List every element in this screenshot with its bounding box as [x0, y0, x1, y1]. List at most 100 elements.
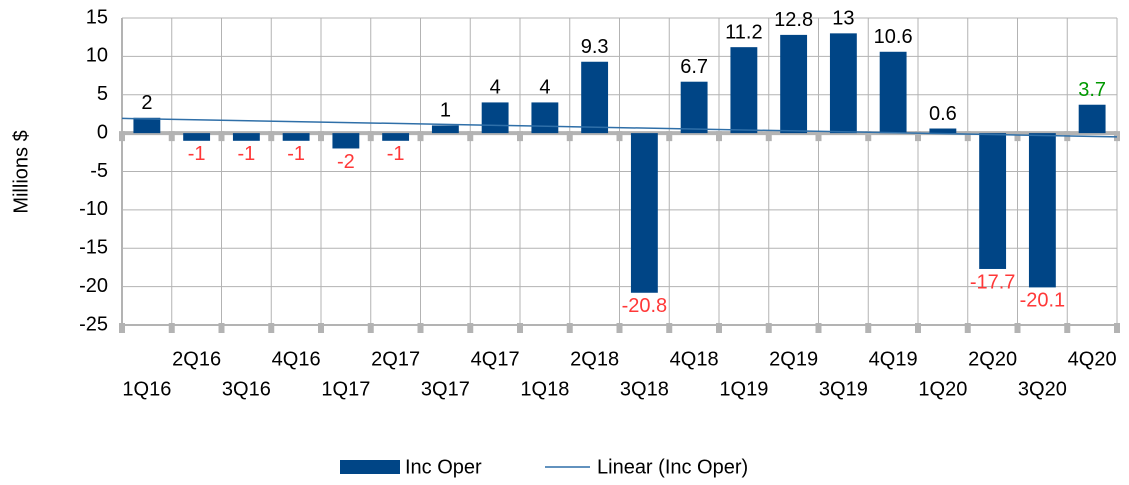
- y-tick-label: -25: [79, 313, 108, 335]
- value-label: 4: [490, 77, 501, 99]
- axis-tick: [1014, 131, 1021, 142]
- value-label: -20.1: [1020, 290, 1066, 312]
- value-label: 9.3: [581, 36, 609, 58]
- axis-tick: [865, 323, 872, 333]
- x-tick-label: 4Q16: [272, 348, 321, 370]
- x-tick-label: 2Q16: [172, 348, 221, 370]
- axis-tick: [1014, 323, 1021, 333]
- legend-swatch: [340, 460, 400, 474]
- bar: [630, 133, 658, 293]
- bar: [1028, 133, 1056, 288]
- bar: [581, 61, 609, 134]
- axis-tick: [168, 323, 175, 333]
- value-label: -1: [287, 143, 305, 165]
- axis-tick: [517, 323, 523, 333]
- axis-tick: [765, 131, 772, 142]
- y-tick-label: -15: [79, 237, 108, 259]
- value-label: -1: [188, 143, 206, 165]
- axis-tick: [815, 323, 822, 333]
- axis-tick: [367, 131, 374, 142]
- bar: [879, 51, 907, 134]
- axis-tick: [964, 323, 971, 333]
- bar: [531, 102, 559, 134]
- axis-tick: [218, 323, 225, 333]
- bar: [382, 133, 410, 141]
- x-tick-label: 4Q18: [670, 348, 719, 370]
- x-tick-label: 2Q17: [371, 348, 420, 370]
- x-tick-label: 1Q18: [520, 378, 569, 400]
- bar: [1078, 104, 1106, 134]
- value-label: 13: [832, 8, 854, 30]
- bar: [979, 133, 1007, 269]
- y-tick-label: -20: [79, 275, 108, 297]
- bar: [431, 125, 459, 134]
- axis-tick: [616, 131, 623, 142]
- x-tick-label: 3Q18: [620, 378, 669, 400]
- axis-tick: [268, 323, 275, 333]
- y-tick-label: 10: [86, 45, 108, 67]
- x-tick-label: 3Q17: [421, 378, 470, 400]
- axis-tick: [666, 323, 673, 333]
- axis-tick: [1114, 131, 1120, 142]
- axis-tick: [467, 323, 474, 333]
- axis-tick: [865, 131, 872, 142]
- x-tick-label: 4Q19: [869, 348, 918, 370]
- x-tick-label: 4Q17: [471, 348, 520, 370]
- axis-tick: [915, 323, 921, 333]
- axis-tick: [517, 131, 523, 142]
- axis-tick: [815, 131, 822, 142]
- bar: [929, 128, 957, 134]
- value-label: 11.2: [725, 21, 762, 43]
- y-tick-label: 5: [97, 83, 108, 105]
- x-tick-label: 1Q19: [719, 378, 768, 400]
- legend-label: Linear (Inc Oper): [597, 456, 748, 478]
- bar: [282, 133, 310, 141]
- value-label: 1: [440, 100, 451, 122]
- axis-tick: [1114, 323, 1120, 333]
- value-label: 10.6: [874, 26, 913, 48]
- y-axis-label: Millions $: [10, 130, 32, 213]
- value-label: -20.8: [622, 295, 668, 317]
- trendline: [121, 117, 1118, 138]
- axis-tick: [417, 131, 424, 142]
- value-label: 12.8: [774, 9, 813, 31]
- bar: [481, 102, 509, 134]
- x-tick-label: 3Q16: [222, 378, 271, 400]
- bar: [332, 133, 360, 149]
- x-tick-label: 2Q19: [769, 348, 818, 370]
- value-label: 3.7: [1078, 79, 1106, 101]
- axis-tick: [268, 131, 275, 142]
- axis-tick: [318, 323, 324, 333]
- axis-tick: [566, 323, 573, 333]
- axis-tick: [218, 131, 225, 142]
- x-tick-label: 3Q19: [819, 378, 868, 400]
- legend-label: Inc Oper: [405, 456, 482, 478]
- bar: [232, 133, 260, 141]
- value-label: -17.7: [970, 271, 1016, 293]
- value-label: 2: [141, 92, 152, 114]
- x-tick-label: 1Q20: [918, 378, 967, 400]
- bar: [829, 33, 857, 134]
- axis-tick: [666, 131, 673, 142]
- axis-tick: [1064, 323, 1071, 333]
- x-tick-label: 2Q18: [570, 348, 619, 370]
- value-label: -1: [237, 143, 255, 165]
- axis-tick: [168, 131, 175, 142]
- y-tick-label: -10: [79, 198, 108, 220]
- bar: [730, 47, 758, 134]
- x-tick-label: 1Q16: [122, 378, 171, 400]
- y-tick-label: 15: [86, 6, 108, 28]
- axis-tick: [417, 323, 424, 333]
- axis-tick: [716, 323, 722, 333]
- x-tick-label: 1Q17: [321, 378, 370, 400]
- axis-tick: [964, 131, 971, 142]
- axis-tick: [765, 323, 772, 333]
- axis-tick: [318, 131, 324, 142]
- value-label: -2: [337, 151, 355, 173]
- axis-tick: [716, 131, 722, 142]
- bar: [183, 133, 211, 141]
- axis-tick: [566, 131, 573, 142]
- bar: [780, 34, 808, 134]
- y-tick-label: 0: [97, 121, 108, 143]
